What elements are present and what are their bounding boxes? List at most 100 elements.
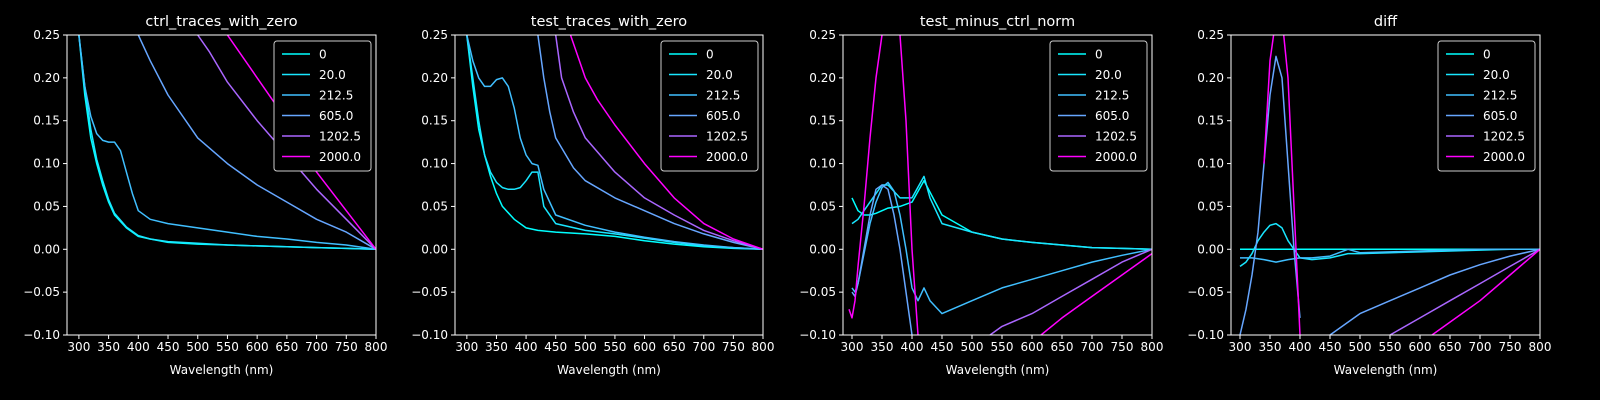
x-tick-label: 500 [186,340,209,354]
chart-title: test_minus_ctrl_norm [920,14,1075,30]
x-tick-label: 650 [663,340,686,354]
series-line-2000-0 [1263,35,1301,335]
chart-panel-3: 300 350 400 450 500 550 600 650 700 750 800 −0.10 −0… [799,14,1163,377]
x-tick-label: 500 [961,340,984,354]
x-tick-label: 350 [485,340,508,354]
legend-label: 1202.5 [1095,130,1137,144]
x-tick-label: 450 [544,340,567,354]
y-tick-label: 0.20 [809,71,836,85]
x-tick-label: 450 [157,340,180,354]
series-group [1239,35,1540,335]
series-line-605-0 [137,35,376,250]
series-line-2000-0 [848,35,919,335]
series-line-212-5 [851,181,1152,315]
series-line-212-5 [466,35,763,251]
legend-label: 2000.0 [319,150,361,164]
x-tick-label: 500 [1349,340,1372,354]
series-line-1202-5 [554,35,763,251]
y-tick-label: 0.05 [809,199,836,213]
x-tick-label: 800 [1141,340,1164,354]
legend-label: 212.5 [1483,89,1517,103]
axes-frame [1230,34,1541,336]
y-tick-label: 0.05 [1197,199,1224,213]
x-tick-label: 750 [722,340,745,354]
legend-label: 605.0 [1483,109,1517,123]
series-group [848,35,1152,335]
x-tick-label: 800 [1529,340,1552,354]
legend-box [1437,40,1536,172]
x-tick-label: 750 [335,340,358,354]
x-tick-label: 650 [1051,340,1074,354]
x-tick-label: 700 [1081,340,1104,354]
series-line-605-0 [851,184,913,335]
chart-panel-4: 300 350 400 450 500 550 600 650 700 750 800 −0.10 −0… [1187,14,1551,377]
series-group [466,35,763,251]
x-axis-label: Wavelength (nm) [557,363,661,377]
x-tick-label: 400 [901,340,924,354]
x-tick-label: 800 [365,340,388,354]
x-tick-label: 550 [1379,340,1402,354]
legend: 0 20.0 212.5 605.0 1202.5 2000.0 [1049,40,1148,172]
y-tick-label: 0.20 [421,71,448,85]
y-tick-label: 0.00 [421,242,448,256]
x-tick-label: 750 [1111,340,1134,354]
legend-label: 1202.5 [706,130,748,144]
y-tick-label: 0.00 [809,242,836,256]
legend-label: 1202.5 [1483,130,1525,144]
y-tick-label: 0.05 [421,199,448,213]
legend-label: 605.0 [1095,109,1129,123]
series-line-20-0 [78,35,376,251]
y-tick-label: 0.10 [421,157,448,171]
series-line-20-0 [1239,222,1540,268]
y-tick-label: −0.05 [23,285,60,299]
legend-label: 20.0 [706,68,733,82]
series-line-605-0 [1239,55,1301,335]
x-tick-label: 800 [752,340,775,354]
series-line-212-5 [78,35,376,251]
legend-label: 2000.0 [706,150,748,164]
series-line-2000-0 [1040,252,1152,335]
x-tick-label: 600 [1021,340,1044,354]
y-tick-label: −0.10 [23,328,60,342]
y-tick-label: −0.05 [411,285,448,299]
chart-title: diff [1374,14,1398,30]
x-tick-label: 550 [603,340,626,354]
legend-label: 212.5 [319,89,353,103]
y-tick-label: 0.25 [421,28,448,42]
y-tick-label: 0.10 [809,157,836,171]
legend-label: 0 [1095,48,1103,62]
y-tick-label: −0.05 [1187,285,1224,299]
series-line-605-0 [537,35,763,251]
y-tick-label: 0.10 [1197,157,1224,171]
legend-label: 605.0 [319,109,353,123]
legend-label: 0 [706,48,714,62]
series-line-1202-5 [1389,248,1540,335]
x-tick-label: 700 [305,340,328,354]
legend-label: 212.5 [1095,89,1129,103]
series-line-2000-0 [1431,248,1540,335]
x-tick-label: 450 [931,340,954,354]
x-tick-label: 750 [1499,340,1522,354]
x-tick-label: 350 [97,340,120,354]
y-tick-label: −0.10 [1187,328,1224,342]
x-tick-label: 400 [515,340,538,354]
legend-label: 20.0 [1483,68,1510,82]
axes-frame [842,34,1153,336]
x-tick-label: 350 [1259,340,1282,354]
legend-box [273,40,372,172]
legend-label: 20.0 [1095,68,1122,82]
y-tick-label: 0.10 [33,157,60,171]
legend-box [660,40,759,172]
series-line-2000-0 [569,35,763,251]
series-line-1202-5 [989,248,1152,335]
chart-title: test_traces_with_zero [531,14,688,30]
legend: 0 20.0 212.5 605.0 1202.5 2000.0 [273,40,372,172]
legend-label: 20.0 [319,68,346,82]
x-tick-label: 300 [67,340,90,354]
y-tick-label: 0.05 [33,199,60,213]
x-tick-label: 700 [1469,340,1492,354]
legend: 0 20.0 212.5 605.0 1202.5 2000.0 [660,40,759,172]
x-tick-label: 500 [574,340,597,354]
legend-label: 0 [319,48,327,62]
